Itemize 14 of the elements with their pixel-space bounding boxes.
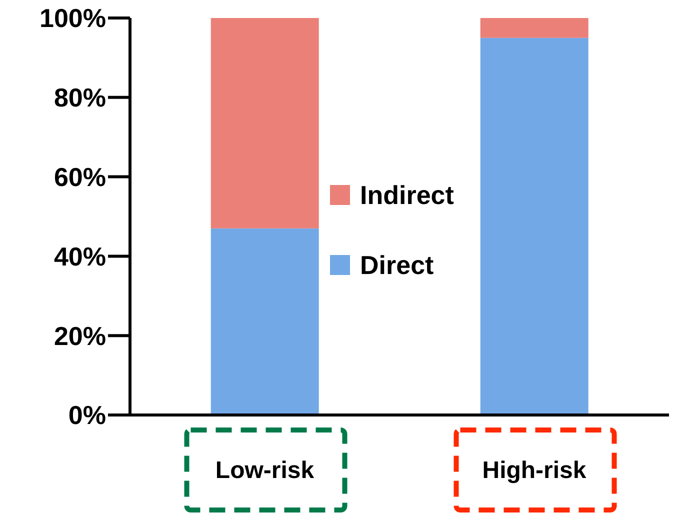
bar xyxy=(210,228,319,415)
bar xyxy=(210,18,319,228)
x-tick-label: Low-risk xyxy=(215,457,315,484)
bar xyxy=(480,38,588,415)
y-tick-label: 40% xyxy=(54,241,106,272)
x-tick-label: High-risk xyxy=(482,457,587,484)
y-tick-label: 20% xyxy=(54,320,106,351)
y-tick-label: 60% xyxy=(54,162,106,192)
legend-label: Direct xyxy=(360,250,434,280)
legend-label: Indirect xyxy=(360,180,454,210)
y-tick-label: 100% xyxy=(40,3,106,34)
y-tick-label: 0% xyxy=(68,400,106,430)
bar xyxy=(480,18,588,38)
y-tick-label: 80% xyxy=(54,82,106,113)
